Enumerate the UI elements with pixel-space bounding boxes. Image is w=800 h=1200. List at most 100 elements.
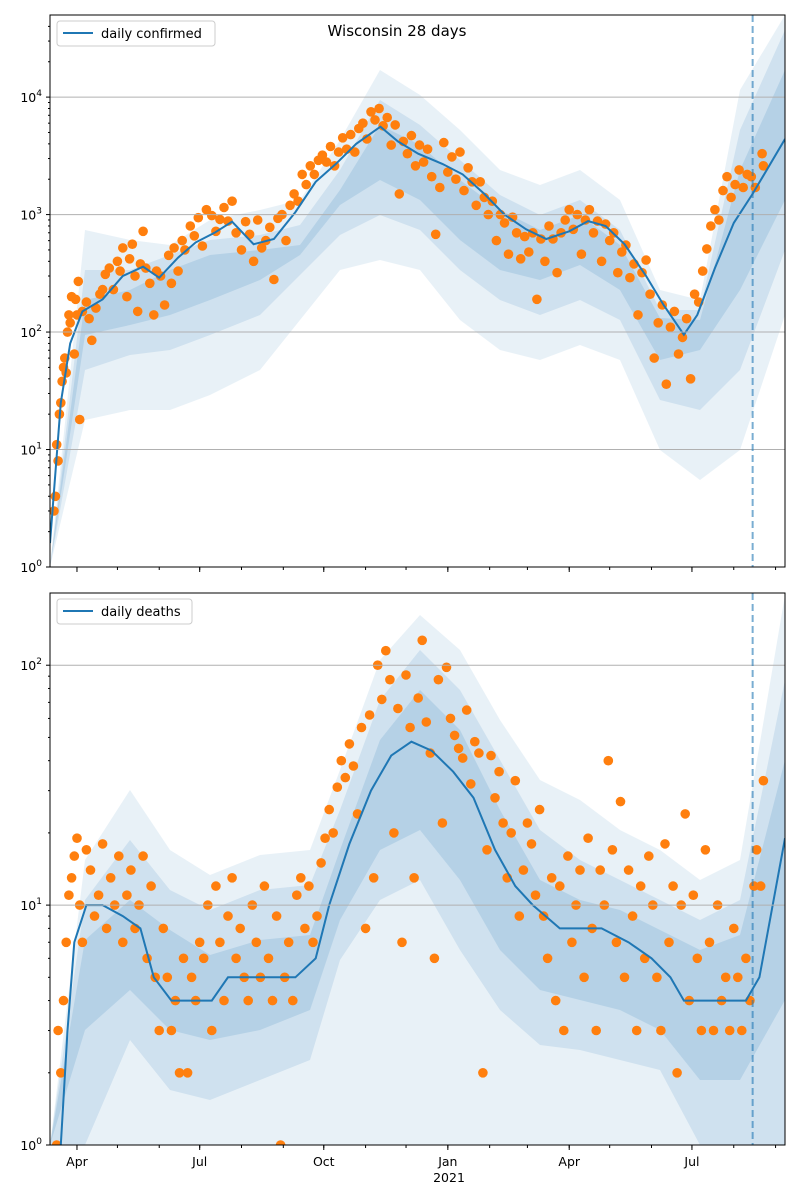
observed-point <box>522 818 533 828</box>
observed-point <box>631 1025 642 1036</box>
observed-point <box>231 953 241 964</box>
observed-point <box>641 255 651 265</box>
observed-point <box>498 818 508 828</box>
confirmed-legend-label: daily confirmed <box>101 27 202 42</box>
observed-point <box>50 506 59 516</box>
observed-point <box>265 222 275 233</box>
observed-point <box>733 972 743 983</box>
observed-point <box>89 911 100 921</box>
observed-point <box>611 937 622 948</box>
observed-point <box>324 804 335 815</box>
observed-point <box>538 911 549 921</box>
observed-point <box>491 235 502 246</box>
observed-point <box>122 890 132 900</box>
observed-point <box>722 171 732 182</box>
observed-point <box>649 353 659 363</box>
observed-point <box>696 1025 707 1036</box>
observed-point <box>645 289 655 300</box>
observed-point <box>263 953 274 964</box>
observed-point <box>194 937 205 948</box>
observed-point <box>317 150 328 160</box>
observed-point <box>652 972 662 983</box>
confirmed-legend-box <box>56 20 216 47</box>
observed-point <box>219 202 229 213</box>
observed-point <box>211 881 221 891</box>
observed-point <box>325 141 336 152</box>
observed-point <box>296 873 306 883</box>
observed-point <box>510 775 521 786</box>
y-tick-label: 100 <box>20 559 42 575</box>
deaths-band-inner <box>50 690 785 1145</box>
y-tick-label: 101 <box>20 442 42 458</box>
observed-point <box>269 274 279 285</box>
observed-point <box>726 192 736 203</box>
confirmed-frame <box>49 14 786 568</box>
observed-point <box>418 157 429 167</box>
observed-point <box>389 828 399 838</box>
observed-point <box>77 937 88 948</box>
observed-point <box>50 491 61 502</box>
observed-point <box>669 306 680 317</box>
observed-point <box>281 235 291 246</box>
observed-point <box>240 216 251 227</box>
observed-point <box>374 103 384 114</box>
observed-point <box>397 937 407 948</box>
observed-point <box>401 670 411 680</box>
x-axis-year-label: 2021 <box>433 1170 465 1185</box>
observed-point <box>381 645 391 656</box>
observed-point <box>706 221 716 231</box>
observed-point <box>158 923 169 934</box>
observed-point <box>540 256 550 267</box>
y-tick-label: 101 <box>20 897 42 913</box>
observed-point <box>332 782 343 792</box>
observed-point <box>186 972 197 983</box>
observed-point <box>163 250 174 261</box>
observed-point <box>689 289 700 300</box>
confirmed-grid <box>50 96 785 451</box>
observed-point <box>607 845 618 855</box>
observed-point <box>417 635 428 646</box>
observed-point <box>526 839 537 849</box>
observed-point <box>429 953 440 964</box>
observed-point <box>625 272 635 283</box>
observed-point <box>320 833 330 843</box>
observed-point <box>615 796 626 807</box>
observed-point <box>449 730 460 741</box>
observed-point <box>681 313 692 324</box>
observed-point <box>301 179 312 190</box>
observed-point <box>124 253 135 264</box>
observed-point <box>382 112 393 123</box>
observed-point <box>130 271 140 281</box>
observed-point <box>394 189 405 199</box>
observed-point <box>344 739 355 749</box>
observed-point <box>433 674 444 685</box>
confirmed-plot-area <box>50 15 785 567</box>
confirmed-smoothed-line <box>50 125 785 544</box>
observed-point <box>53 456 63 466</box>
observed-point <box>390 120 401 130</box>
observed-point <box>345 129 356 140</box>
observed-point <box>445 713 456 724</box>
observed-point <box>177 235 187 246</box>
observed-point <box>114 851 124 861</box>
observed-point <box>575 865 585 875</box>
observed-point <box>443 167 453 177</box>
observed-point <box>73 276 84 287</box>
observed-point <box>308 937 318 948</box>
observed-point <box>97 284 108 295</box>
observed-point <box>617 247 627 257</box>
deaths-observed-points <box>51 635 769 1145</box>
observed-point <box>97 839 108 849</box>
deaths-plot-area <box>50 593 785 1145</box>
observed-point <box>231 228 241 238</box>
observed-point <box>104 263 115 273</box>
observed-point <box>377 694 387 705</box>
observed-point <box>93 890 104 900</box>
observed-point <box>358 118 368 128</box>
observed-point <box>115 266 125 276</box>
observed-point <box>515 253 526 264</box>
observed-point <box>664 937 674 948</box>
observed-point <box>207 1025 217 1036</box>
observed-point <box>751 845 762 855</box>
observed-point <box>259 881 270 891</box>
